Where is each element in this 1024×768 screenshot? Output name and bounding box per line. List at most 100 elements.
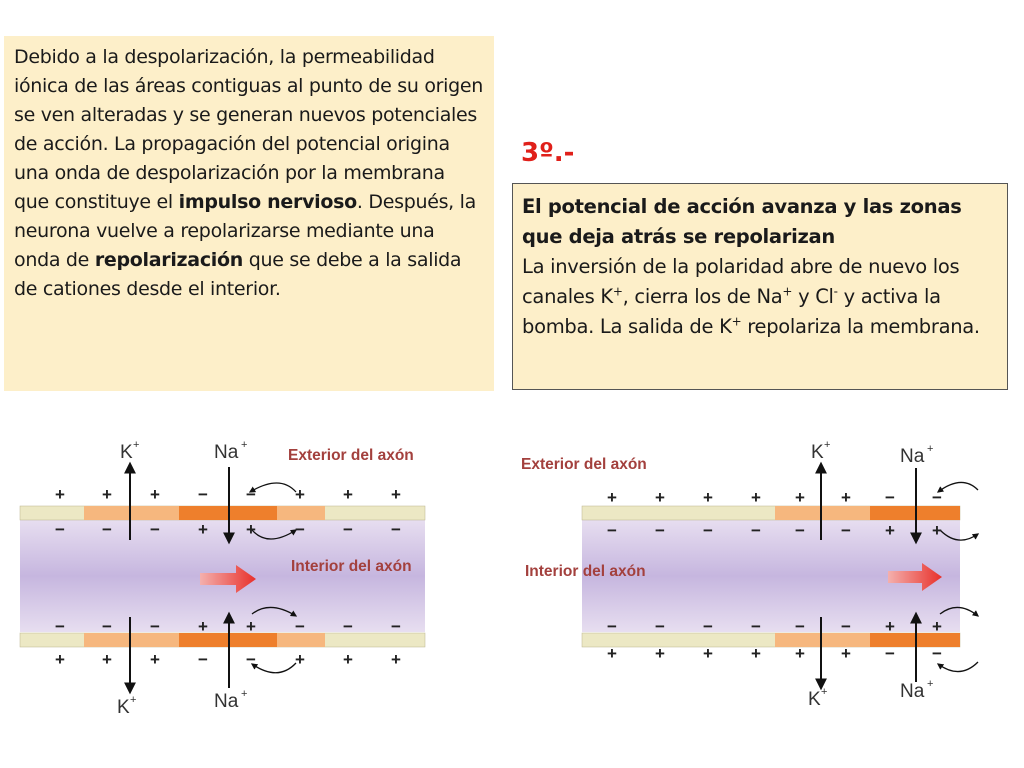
interior-label-right: Interior del axón [525,563,646,580]
charge-sign: + [885,617,895,636]
charge-sign: + [751,488,761,507]
propagation-arrow-right [888,563,942,591]
charge-sign: + [102,485,112,504]
charge-sign: + [391,650,401,669]
charge-sign: − [655,521,665,540]
exterior-label-right: Exterior del axón [521,456,647,473]
charge-sign: − [607,521,617,540]
svg-text:+: + [927,443,933,455]
charge-sign: − [795,617,805,636]
charge-sign: − [55,520,65,539]
charge-sign: − [102,617,112,636]
left-paragraph-part2: . Después, la neurona vuelve a repolariz… [14,191,476,271]
right-text-part1: La inversión de la polaridad abre de nue… [522,255,960,308]
charge-sign: − [295,520,305,539]
charge-sign: + [198,617,208,636]
propagation-arrow-left [200,565,256,593]
charge-sign: + [55,650,65,669]
exterior-label-left: Exterior del axón [288,447,414,464]
k-ion-bottom-left: K [117,697,130,718]
svg-text:+: + [130,694,136,706]
charge-sign: + [150,485,160,504]
charge-sign: + [102,650,112,669]
svg-text:+: + [241,688,247,700]
charge-sign: + [751,644,761,663]
charge-sign: + [932,521,942,540]
charge-sign: − [198,485,208,504]
charge-sign: − [932,644,942,663]
k-ion-bottom-right: K [808,689,821,710]
charge-sign: + [607,488,617,507]
charge-sign: − [751,617,761,636]
charge-sign: + [246,617,256,636]
charge-sign: − [102,520,112,539]
charges-right: + + + + + + − − − − − − − − + + − − − − − − + + + + + + + + − − [607,488,942,663]
charge-sign: + [703,488,713,507]
charge-sign: − [150,520,160,539]
svg-text:+: + [927,678,933,690]
na-ion-bottom-left: Na [214,691,239,712]
charge-sign: − [655,617,665,636]
charge-sign: + [841,644,851,663]
charge-sign: − [295,617,305,636]
charge-sign: − [55,617,65,636]
charge-sign: − [841,521,851,540]
charge-sign: + [841,488,851,507]
charges-left: + + + − − + + + − − − + + − − − − − − + + − − − + + + − − + + + [55,485,401,669]
charge-sign: − [198,650,208,669]
charge-sign: + [655,488,665,507]
charge-sign: − [885,644,895,663]
charge-sign: + [795,488,805,507]
charge-sign: + [295,485,305,504]
svg-text:+: + [824,439,830,451]
na-ion-top-right: Na [900,446,925,467]
svg-text:+: + [133,439,139,451]
charge-sign: − [703,521,713,540]
na-ion-top-left: Na [214,442,239,463]
charge-sign: + [295,650,305,669]
charge-sign: − [150,617,160,636]
left-bold-repolarizacion: repolarización [94,249,243,271]
charge-sign: − [343,617,353,636]
left-bold-impulso: impulso nervioso [178,191,358,213]
na-ion-bottom-right: Na [900,681,925,702]
k-ion-top-right: K [811,442,824,463]
charge-sign: + [391,485,401,504]
charge-sign: + [607,644,617,663]
charge-sign: − [391,617,401,636]
charge-sign: − [607,617,617,636]
charge-sign: − [703,617,713,636]
charge-sign: + [343,650,353,669]
charge-sign: + [246,520,256,539]
charge-sign: + [150,650,160,669]
charge-sign: − [751,521,761,540]
charge-sign: − [932,488,942,507]
charge-sign: + [795,644,805,663]
charge-sign: − [885,488,895,507]
charge-sign: − [841,617,851,636]
right-text-box: El potencial de acción avanza y las zona… [512,183,1008,390]
interior-label-left: Interior del axón [291,558,412,575]
charge-sign: + [55,485,65,504]
charge-sign: − [795,521,805,540]
charge-sign: + [932,617,942,636]
left-paragraph-part3: que se debe a la salida de cationes desd… [14,249,462,300]
charge-sign: + [885,521,895,540]
charge-sign: + [655,644,665,663]
charge-sign: − [391,520,401,539]
charge-sign: − [246,485,256,504]
left-text-box: Debido a la despolarización, la permeabi… [4,36,494,391]
right-heading: El potencial de acción avanza y las zona… [522,195,962,248]
charge-sign: + [198,520,208,539]
svg-text:+: + [241,439,247,451]
charge-sign: + [703,644,713,663]
k-ion-top-left: K [120,442,133,463]
step-label: 3º.- [521,138,575,168]
svg-text:+: + [821,686,827,698]
left-paragraph-part1: Debido a la despolarización, la permeabi… [14,46,484,213]
charge-sign: − [246,650,256,669]
charge-sign: + [343,485,353,504]
charge-sign: − [343,520,353,539]
